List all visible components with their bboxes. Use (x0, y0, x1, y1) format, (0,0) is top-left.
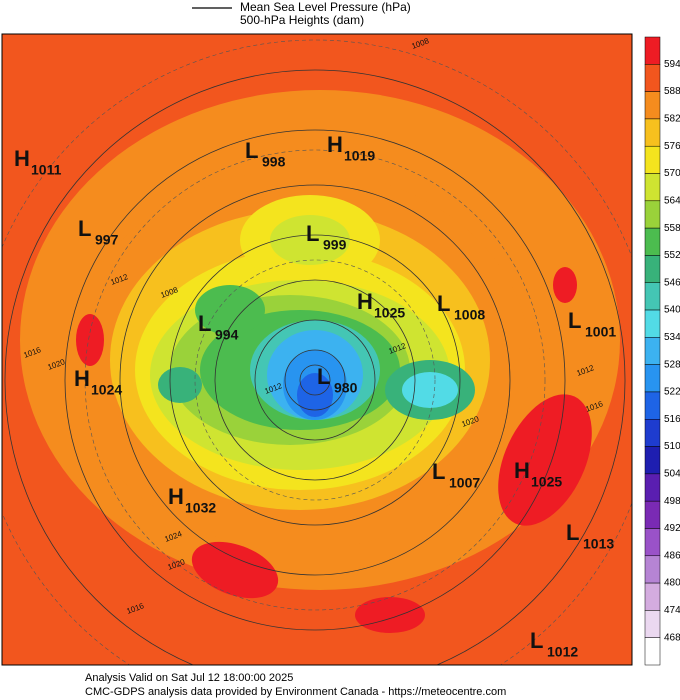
colorbar-label: 528 (664, 359, 680, 370)
colorbar-label: 552 (664, 250, 680, 261)
pressure-letter: L (78, 216, 91, 241)
pressure-letter: L (245, 138, 258, 163)
colorbar-label: 498 (664, 496, 680, 507)
pressure-value: 1001 (585, 324, 616, 340)
colorbar-label: 510 (664, 441, 680, 452)
colorbar-swatch (644, 473, 661, 502)
colorbar-swatch (644, 282, 661, 311)
colorbar-label: 546 (664, 277, 680, 288)
pressure-value: 1011 (31, 162, 62, 178)
colorbar-swatch (644, 91, 661, 120)
colorbar-label: 576 (664, 141, 680, 152)
map-frame (1, 33, 633, 666)
colorbar-swatch (644, 391, 661, 420)
footer-text: CMC-GDPS analysis data provided by Envir… (85, 686, 506, 698)
pressure-value: 1008 (454, 307, 485, 323)
pressure-value: 1019 (344, 148, 375, 164)
colorbar-label: 588 (664, 86, 680, 97)
footer-text: Analysis Valid on Sat Jul 12 18:00:00 20… (85, 672, 293, 684)
pressure-value: 1007 (449, 475, 480, 491)
colorbar-swatch (644, 145, 661, 174)
colorbar-swatch (644, 227, 661, 256)
pressure-value: 1012 (547, 644, 578, 660)
pressure-value: 1025 (374, 305, 405, 321)
colorbar-label: 540 (664, 305, 680, 316)
pressure-letter: H (168, 484, 184, 509)
pressure-letter: L (317, 364, 330, 389)
pressure-letter: H (357, 289, 373, 314)
colorbar-swatch (644, 364, 661, 393)
colorbar-label: 516 (664, 414, 680, 425)
pressure-letter: L (432, 459, 445, 484)
colorbar-label: 558 (664, 223, 680, 234)
pressure-letter: L (566, 520, 579, 545)
pressure-letter: H (327, 132, 343, 157)
colorbar-swatch (644, 118, 661, 147)
colorbar-label: 594 (664, 59, 680, 70)
pressure-letter: L (437, 291, 450, 316)
colorbar-label: 492 (664, 523, 680, 534)
colorbar-label: 468 (664, 632, 680, 643)
pressure-letter: L (530, 628, 543, 653)
colorbar-swatch (644, 500, 661, 529)
colorbar-label: 480 (664, 578, 680, 589)
colorbar-label: 504 (664, 469, 680, 480)
colorbar-swatch (644, 309, 661, 338)
pressure-letter: H (514, 458, 530, 483)
colorbar-label: 534 (664, 332, 680, 343)
pressure-value: 1013 (583, 536, 614, 552)
pressure-value: 980 (334, 380, 358, 396)
pressure-value: 1032 (185, 500, 216, 516)
pressure-value: 997 (95, 232, 119, 248)
colorbar-swatch (644, 337, 661, 365)
pressure-letter: L (568, 308, 581, 333)
pressure-value: 999 (323, 237, 347, 253)
pressure-letter: L (306, 221, 319, 246)
colorbar-swatch (644, 582, 661, 611)
legend-text: 500-hPa Heights (dam) (240, 13, 364, 27)
colorbar-swatch (644, 637, 661, 666)
colorbar-swatch (644, 36, 661, 65)
colorbar-label: 474 (664, 605, 680, 616)
legend-text: Mean Sea Level Pressure (hPa) (240, 0, 411, 14)
pressure-value: 1024 (91, 382, 122, 398)
colorbar-swatch (644, 173, 661, 202)
colorbar-label: 582 (664, 114, 680, 125)
colorbar-swatch (644, 446, 661, 475)
pressure-value: 1025 (531, 474, 562, 490)
colorbar-label: 522 (664, 387, 680, 398)
map-field (2, 34, 632, 665)
pressure-letter: H (14, 146, 30, 171)
pressure-value: 994 (215, 327, 239, 343)
colorbar-label: 564 (664, 195, 680, 206)
colorbar-label: 570 (664, 168, 680, 179)
colorbar-swatch (644, 610, 661, 638)
colorbar-swatch (644, 64, 661, 92)
colorbar-swatch (644, 200, 661, 229)
pressure-value: 998 (262, 154, 286, 170)
colorbar-label: 486 (664, 550, 680, 561)
colorbar-swatch (644, 528, 661, 557)
colorbar-swatch (644, 419, 661, 447)
colorbar-swatch (644, 255, 661, 283)
pressure-letter: L (198, 311, 211, 336)
pressure-letter: H (74, 366, 90, 391)
colorbar-swatch (644, 555, 661, 584)
